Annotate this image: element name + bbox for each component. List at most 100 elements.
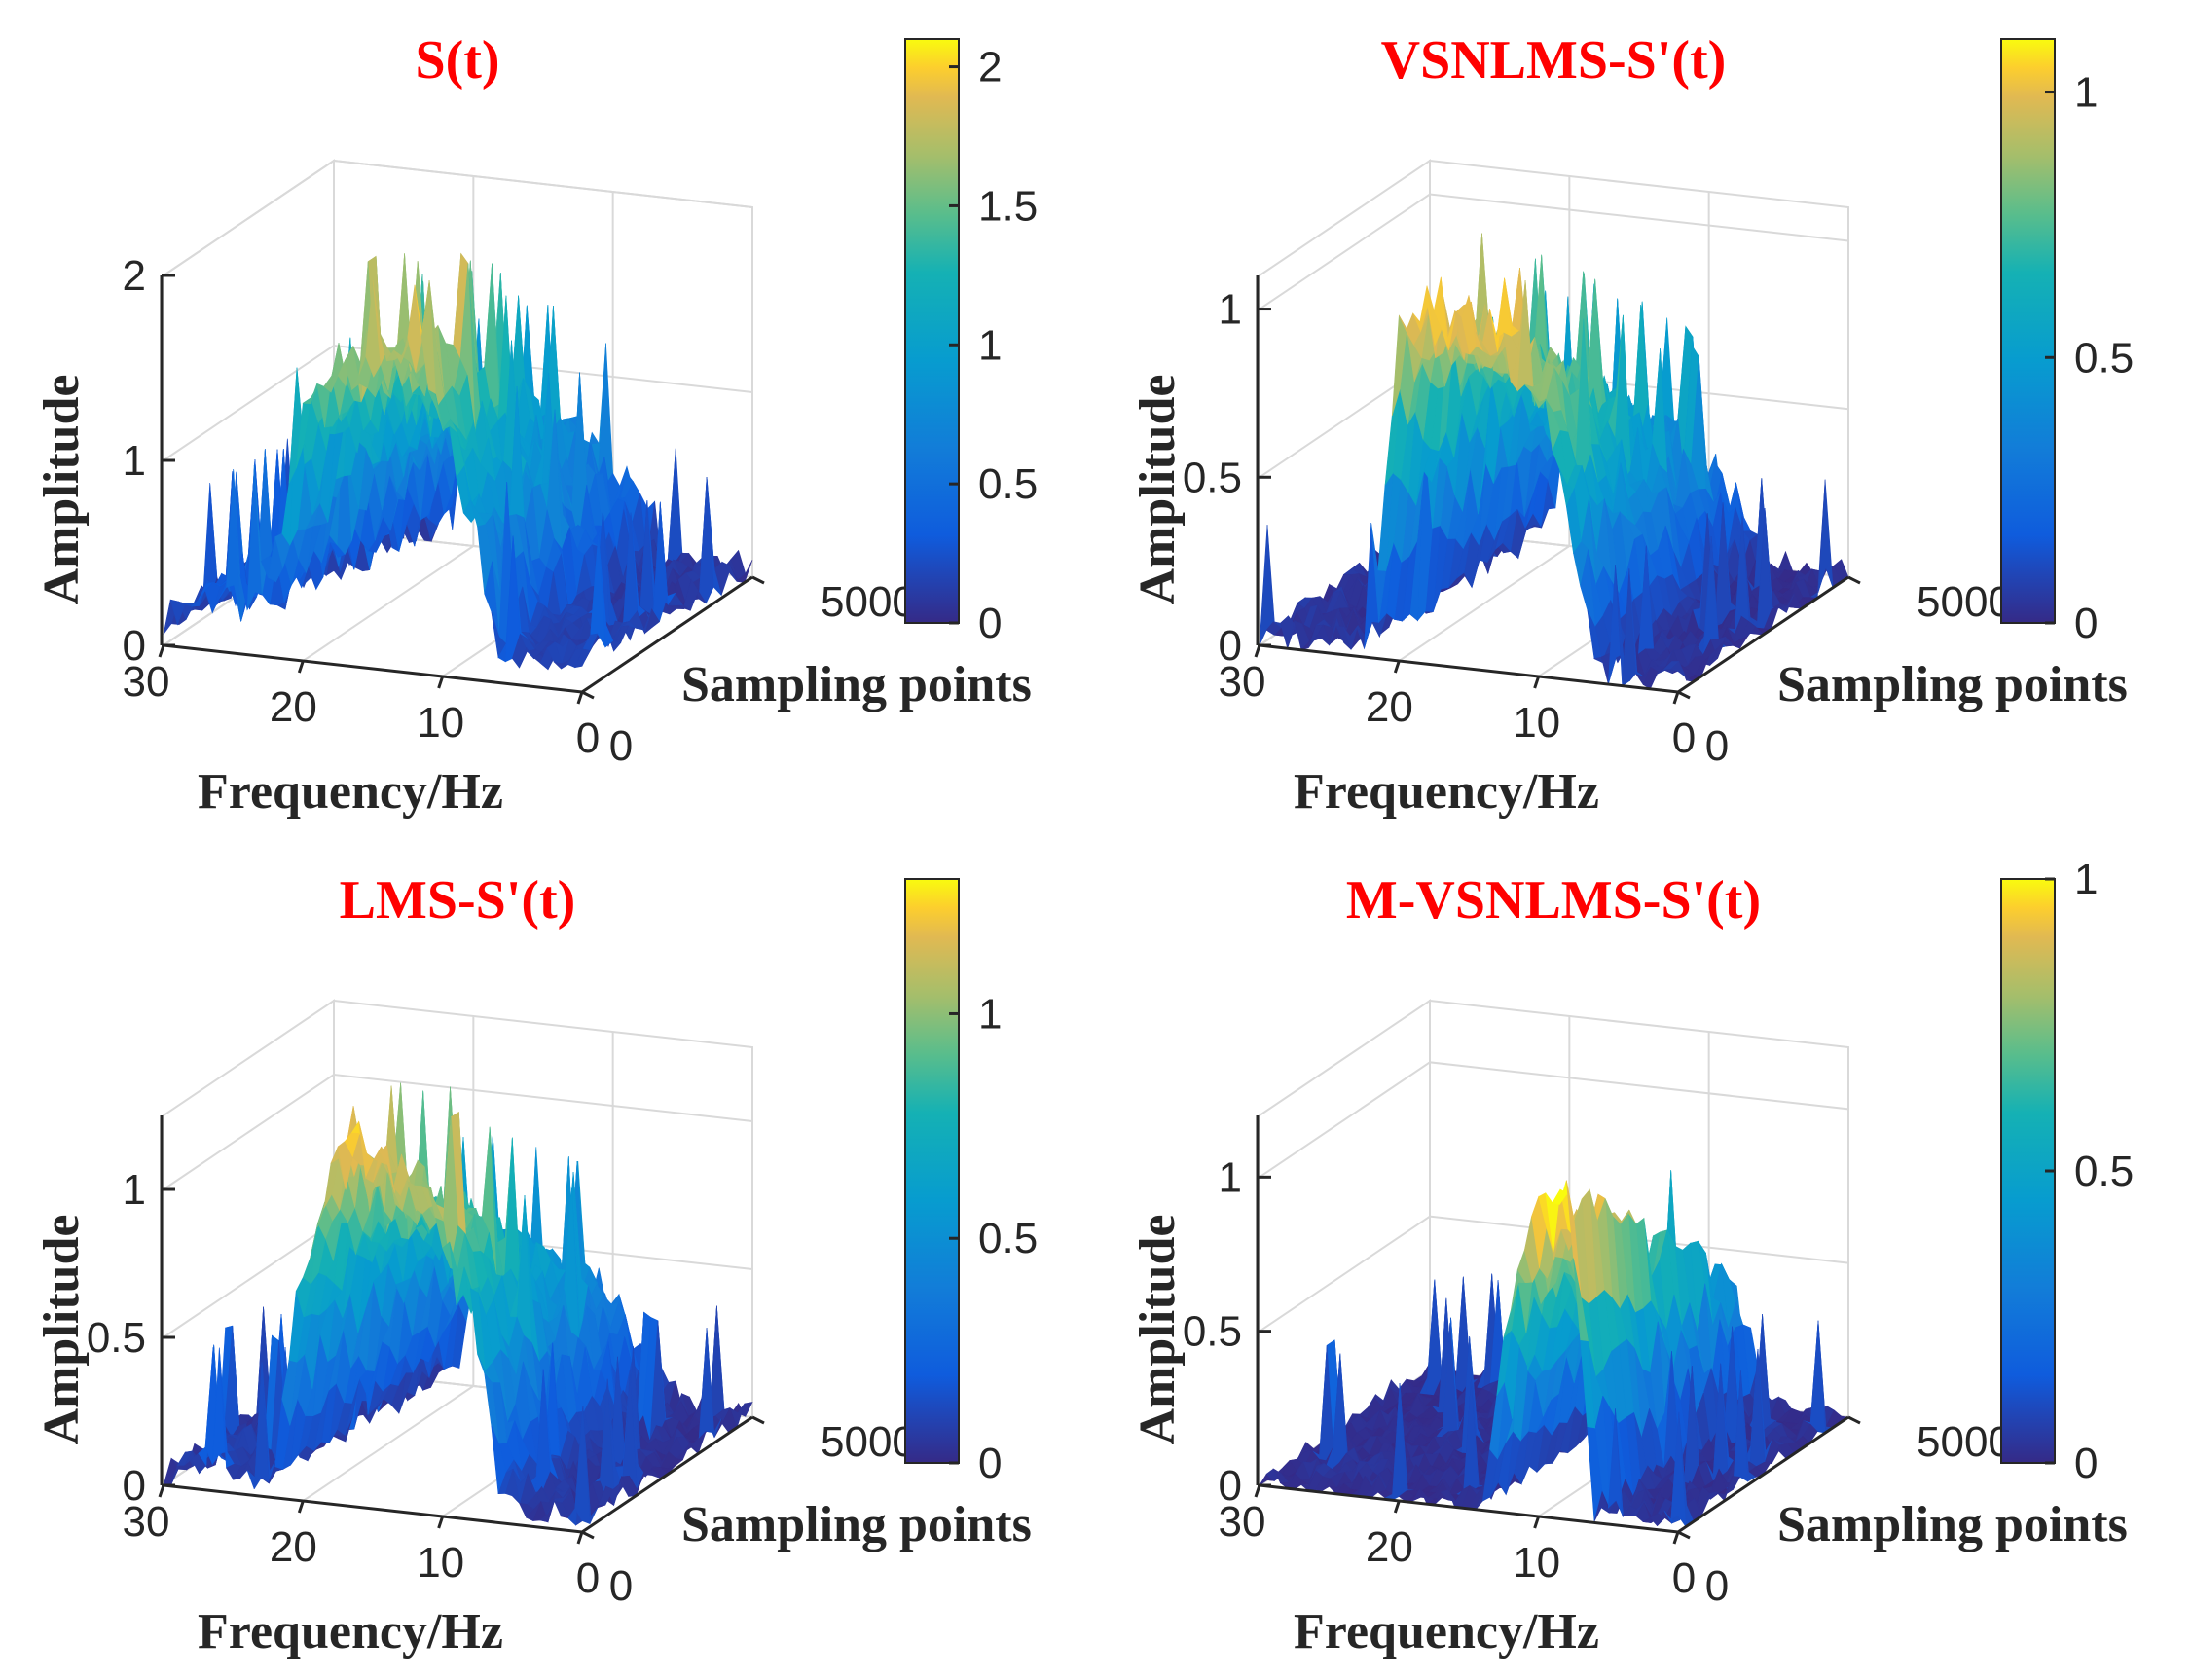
y-axis-label: Sampling points <box>1777 657 2128 712</box>
x-tick-label: 20 <box>270 1523 317 1571</box>
x-tick-label: 0 <box>576 1554 600 1602</box>
y-tick-mark <box>751 1415 765 1425</box>
z-axis-label: Amplitude <box>1130 375 1186 605</box>
y-tick-label: 5000 <box>1917 578 2012 626</box>
colorbar-gradient <box>904 878 960 1464</box>
z-tick-label: 2 <box>123 252 146 300</box>
chart-panel-3: 0 0.5 1 30 20 10 0 0 5000 Amplitude Frequency/Hz Sa… <box>0 840 1096 1680</box>
chart-panel-1: 0 1 2 30 20 10 0 0 5000 Amplitude Frequency/Hz Samp… <box>0 0 1096 840</box>
y-tick-label: 0 <box>609 1562 633 1610</box>
x-tick-mark <box>437 676 445 689</box>
colorbar-tick-label: 0.5 <box>978 460 1038 508</box>
y-tick-label: 5000 <box>821 578 916 626</box>
x-tick-mark <box>158 644 165 658</box>
y-axis-line <box>581 575 753 694</box>
z-tick-label: 0 <box>123 1462 146 1510</box>
colorbar-tick-label: 0 <box>2074 600 2098 647</box>
x-tick-mark <box>297 660 305 674</box>
x-tick-mark <box>576 1531 584 1545</box>
z-tick-label: 0.5 <box>87 1314 146 1362</box>
surface-patch <box>1670 661 1687 677</box>
x-tick-mark <box>1672 691 1680 705</box>
colorbar-tick-label: 0.5 <box>978 1215 1038 1262</box>
z-tick-label: 0 <box>1219 622 1242 670</box>
x-axis-line <box>1259 643 1679 694</box>
colorbar-tick-label: 1 <box>978 321 1002 369</box>
chart-panel-4: 0 0.5 1 30 20 10 0 0 5000 Amplitude Frequency/Hz Sa… <box>1096 840 2192 1680</box>
x-tick-label: 20 <box>1366 683 1413 731</box>
grid-line <box>1259 193 1849 310</box>
x-axis-label: Frequency/Hz <box>1294 764 1599 820</box>
surface <box>1259 1170 1849 1528</box>
x-tick-mark <box>297 1500 305 1514</box>
z-tick-label: 1 <box>123 437 146 485</box>
x-tick-mark <box>1533 676 1541 689</box>
colorbar: 00.51 <box>2000 38 2134 647</box>
colorbar-tick-label: 0 <box>978 1440 1002 1487</box>
x-tick-label: 20 <box>270 683 317 731</box>
y-axis-label: Sampling points <box>681 657 1032 712</box>
surface-patch <box>1809 1320 1826 1434</box>
y-tick-label: 5000 <box>821 1418 916 1466</box>
grid-line <box>1259 1061 1849 1179</box>
colorbar-tick-label: 1.5 <box>978 182 1038 230</box>
chart-panel-2: 0 0.5 1 30 20 10 0 0 5000 Amplitude Frequency/Hz Sa… <box>1096 0 2192 840</box>
z-tick-label: 1 <box>123 1166 146 1214</box>
y-axis-line <box>1677 575 1849 694</box>
x-tick-mark <box>1393 660 1401 674</box>
x-axis-line <box>163 643 583 694</box>
colorbar: 0 0.5 1 1.5 2 <box>904 38 1038 647</box>
grid-line <box>163 159 753 276</box>
y-axis-label: Sampling points <box>681 1497 1032 1552</box>
z-axis-label: Amplitude <box>34 1215 90 1445</box>
surface-patch <box>574 1406 591 1525</box>
z-axis-label: Amplitude <box>34 375 90 605</box>
y-tick-label: 0 <box>1705 722 1729 770</box>
colorbar-gradient <box>2000 38 2056 624</box>
surface <box>163 252 753 671</box>
z-tick-label: 1 <box>1219 286 1242 334</box>
y-tick-mark <box>581 1530 595 1540</box>
colorbar-tick-label: 2 <box>978 44 1002 91</box>
x-tick-mark <box>1254 644 1261 658</box>
surface-patch <box>667 448 683 564</box>
y-tick-mark <box>581 690 595 700</box>
x-tick-label: 0 <box>1672 714 1696 762</box>
y-tick-mark <box>751 575 765 585</box>
y-tick-label: 0 <box>609 722 633 770</box>
surface <box>163 1082 753 1526</box>
colorbar-tick-label: 0 <box>978 600 1002 647</box>
x-tick-label: 0 <box>576 714 600 762</box>
surface <box>1259 233 1849 690</box>
colorbar-tick-label: 1 <box>2074 69 2098 117</box>
chart-title: S(t) <box>415 30 499 91</box>
x-tick-mark <box>158 1484 165 1498</box>
y-tick-mark <box>1677 690 1691 700</box>
x-tick-label: 30 <box>123 658 170 706</box>
colorbar-gradient <box>904 38 960 624</box>
x-tick-label: 10 <box>1513 699 1560 747</box>
grid-line <box>1398 545 1570 662</box>
y-axis-line <box>581 1415 753 1534</box>
grid-line <box>302 545 474 662</box>
z-tick-label: 0.5 <box>1183 454 1242 501</box>
x-tick-mark <box>437 1516 445 1529</box>
x-tick-mark <box>576 691 584 705</box>
y-tick-mark <box>1847 575 1861 585</box>
x-tick-label: 10 <box>417 1539 464 1587</box>
x-axis-label: Frequency/Hz <box>198 764 503 820</box>
chart-title: LMS-S'(t) <box>340 870 576 931</box>
x-tick-label: 30 <box>123 1498 170 1546</box>
colorbar-tick-label: 0.5 <box>2074 334 2134 382</box>
grid-line <box>302 1385 474 1502</box>
colorbar: 00.51 <box>904 878 1038 1487</box>
chart-title: VSNLMS-S'(t) <box>1381 30 1727 91</box>
x-tick-label: 30 <box>1219 658 1266 706</box>
